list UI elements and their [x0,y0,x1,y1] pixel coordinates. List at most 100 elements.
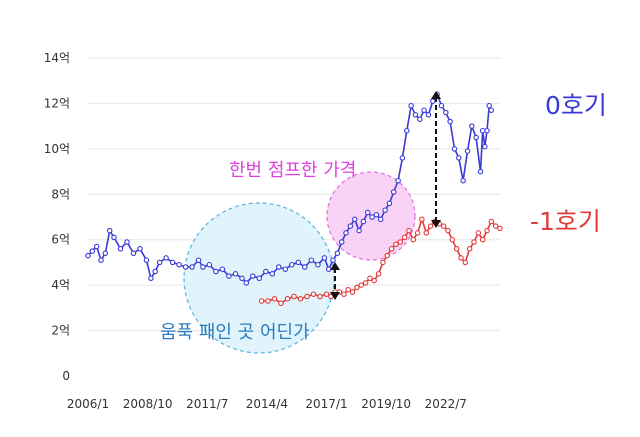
series-point-0 [412,112,419,118]
series-point-0 [343,230,349,236]
series-point-0 [456,155,462,161]
series-point-0 [85,252,91,259]
series-point-1 [265,298,271,304]
y-tick-label: 2억 [51,324,70,338]
series-point-0 [256,275,263,282]
series-point-0 [451,146,458,152]
x-tick-label: 2022/7 [425,397,467,411]
series-point-0 [364,209,371,216]
y-tick-label: 12억 [44,96,70,110]
series-point-1 [458,255,464,261]
series-point-0 [206,261,213,268]
series-point-0 [213,268,219,275]
series-point-1 [310,291,317,297]
series-point-0 [395,177,401,184]
gap-arrow-2022 [431,91,441,228]
series-point-0 [137,246,143,252]
series-point-1 [427,223,434,229]
series-lines [85,91,503,307]
series-point-0 [143,257,150,263]
series-point-1 [388,246,395,252]
series-point-1 [278,300,284,307]
series-point-0 [232,271,239,277]
series-point-1 [384,252,390,259]
series-point-0 [156,259,163,266]
series-point-0 [106,227,113,234]
series-point-1 [475,230,482,236]
series-point-0 [111,234,117,241]
series-point-1 [345,286,351,293]
y-tick-label: 14억 [44,51,70,65]
series-point-1 [358,282,364,288]
series-point-1 [440,223,447,229]
series-point-0 [269,271,276,277]
series-point-1 [258,298,265,304]
series-point-1 [423,230,430,236]
series-point-0 [460,177,466,184]
series-point-1 [323,291,330,297]
series-point-1 [291,293,297,300]
series-point-0 [377,216,384,223]
series-point-0 [89,248,96,254]
series-point-0 [351,216,358,223]
series-point-0 [226,273,232,279]
series-point-1 [406,227,412,234]
series-point-0 [195,257,202,263]
series-point-1 [449,236,456,243]
series-point-0 [486,102,492,109]
series-point-0 [169,259,176,266]
x-tick-label: 2006/1 [67,397,109,411]
series-point-0 [243,280,250,286]
series-point-1 [488,218,495,225]
series-point-0 [438,102,445,109]
gap-arrows [330,91,441,300]
series-point-0 [182,264,189,270]
series-point-0 [302,264,308,270]
series-label-0: 0호기 [545,91,607,120]
series-point-0 [477,168,484,175]
series-point-0 [443,109,449,116]
series-point-0 [93,243,100,250]
series-point-0 [447,118,453,125]
series-point-0 [469,123,475,129]
series-point-1 [445,227,451,234]
series-point-1 [484,227,490,234]
arrow-head-up [330,262,340,270]
x-tick-label: 2017/1 [305,397,347,411]
series-point-1 [317,293,323,300]
series-point-1 [349,289,356,295]
series-point-0 [430,98,436,104]
series-line-0 [87,92,493,285]
series-point-0 [473,134,479,141]
series-point-1 [466,246,473,252]
series-point-0 [347,223,354,229]
jump-label: 한번 점프한 가격 [229,160,356,181]
series-point-0 [189,264,195,270]
series-point-0 [124,239,130,245]
series-point-0 [130,250,137,257]
series-point-1 [297,296,304,302]
series-point-1 [304,293,310,300]
series-point-0 [421,107,427,113]
x-tick-label: 2008/10 [123,397,173,411]
series-point-0 [176,261,182,268]
x-tick-label: 2011/7 [186,397,228,411]
x-tick-label: 2014/4 [246,397,288,411]
series-point-1 [397,239,404,245]
series-point-0 [152,268,158,275]
series-point-0 [425,112,432,118]
series-point-1 [419,216,425,223]
series-point-1 [410,236,417,243]
series-point-0 [325,266,332,272]
series-point-1 [414,230,421,236]
series-point-0 [484,127,490,134]
x-axis-ticks: 2006/1 2008/10 2011/7 2014/4 2017/1 2019/10 20… [67,397,467,411]
series-point-1 [362,280,369,286]
series-point-1 [401,234,408,241]
series-point-0 [148,275,154,282]
series-point-0 [399,155,406,161]
series-point-1 [271,296,278,302]
series-point-0 [250,273,256,279]
